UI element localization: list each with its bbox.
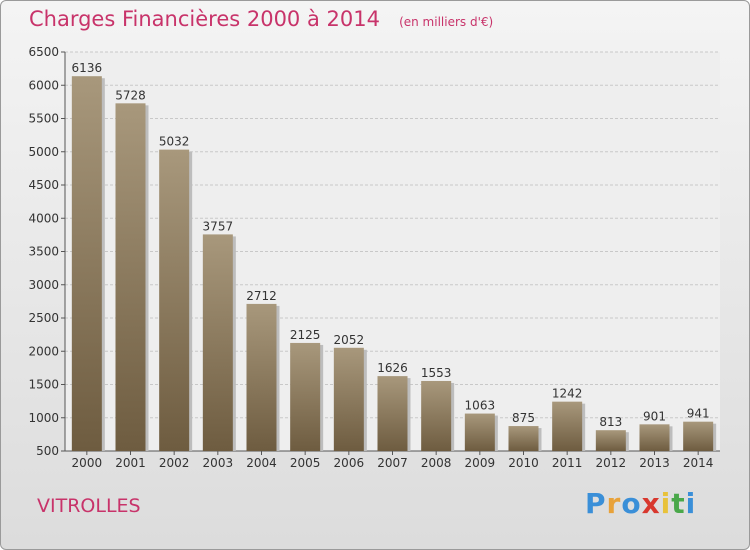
- y-tick-label: 4000: [28, 211, 59, 225]
- y-tick-label: 6500: [28, 45, 59, 59]
- y-tick-label: 1000: [28, 411, 59, 425]
- x-tick-label: 2014: [683, 456, 714, 470]
- bar: [290, 342, 321, 451]
- bar: [246, 303, 277, 451]
- place-name: VITROLLES: [37, 495, 141, 517]
- y-tick-label: 1500: [28, 378, 59, 392]
- x-tick-label: 2008: [421, 456, 452, 470]
- x-tick-label: 2003: [203, 456, 234, 470]
- bar: [333, 347, 364, 451]
- data-label: 2125: [290, 328, 321, 342]
- bar: [421, 380, 452, 451]
- data-label: 5728: [115, 88, 146, 102]
- logo-letter: t: [671, 487, 686, 520]
- logo-letter: o: [621, 487, 642, 520]
- x-tick-label: 2010: [508, 456, 539, 470]
- x-tick-label: 2007: [377, 456, 408, 470]
- y-tick-label: 4500: [28, 178, 59, 192]
- y-tick-label: 2500: [28, 311, 59, 325]
- title-row: Charges Financières 2000 à 2014 (en mill…: [29, 7, 493, 31]
- data-label: 3757: [203, 219, 234, 233]
- y-tick-label: 5000: [28, 145, 59, 159]
- logo-letter: i: [660, 487, 672, 520]
- bar: [683, 421, 714, 451]
- x-tick-label: 2002: [159, 456, 190, 470]
- logo-letter: x: [641, 487, 661, 520]
- y-tick-label: 3500: [28, 245, 59, 259]
- data-label: 5032: [159, 135, 190, 149]
- x-tick-label: 2005: [290, 456, 321, 470]
- data-label: 1242: [552, 387, 583, 401]
- proxiti-logo: Proxiti: [585, 487, 696, 520]
- y-tick-label: 2000: [28, 344, 59, 358]
- data-label: 941: [687, 407, 710, 421]
- bar: [202, 234, 233, 451]
- logo-letter: r: [606, 487, 622, 520]
- bar: [639, 424, 670, 451]
- bar: [159, 149, 190, 451]
- x-tick-label: 2001: [115, 456, 146, 470]
- x-tick-label: 2009: [465, 456, 496, 470]
- data-label: 1553: [421, 366, 452, 380]
- data-label: 875: [512, 411, 535, 425]
- data-label: 1063: [465, 399, 496, 413]
- y-tick-label: 500: [36, 444, 59, 458]
- x-tick-label: 2011: [552, 456, 583, 470]
- bar: [71, 76, 102, 452]
- bar: [552, 401, 583, 451]
- x-tick-label: 2000: [72, 456, 103, 470]
- data-label: 1626: [377, 361, 408, 375]
- x-tick-label: 2012: [596, 456, 627, 470]
- bar: [115, 103, 146, 451]
- bar: [595, 430, 626, 451]
- logo-letter: P: [585, 487, 607, 520]
- bar: [508, 426, 539, 451]
- data-label: 813: [599, 415, 622, 429]
- data-label: 901: [643, 409, 666, 423]
- chart-subtitle: (en milliers d'€): [399, 15, 494, 29]
- x-tick-label: 2013: [639, 456, 670, 470]
- bar: [464, 413, 495, 451]
- x-tick-label: 2004: [246, 456, 277, 470]
- data-label: 2052: [334, 333, 365, 347]
- y-tick-label: 5500: [28, 112, 59, 126]
- data-label: 6136: [72, 61, 103, 75]
- x-tick-label: 2006: [334, 456, 365, 470]
- logo-letter: i: [685, 487, 697, 520]
- y-tick-label: 3000: [28, 278, 59, 292]
- chart-title: Charges Financières 2000 à 2014: [29, 7, 380, 31]
- y-tick-label: 6000: [28, 78, 59, 92]
- bar: [377, 376, 408, 451]
- data-label: 2712: [246, 289, 277, 303]
